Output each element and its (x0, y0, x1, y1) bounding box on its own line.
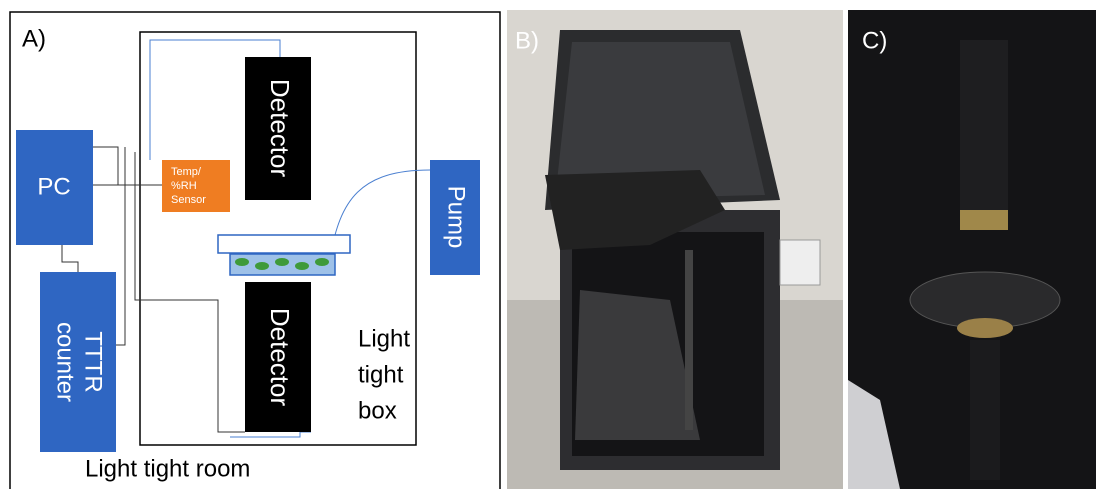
sensor-label: %RH (171, 180, 197, 192)
room-label: Light tight room (85, 455, 250, 482)
detector-label: Detector (265, 308, 295, 407)
panel-label: C) (862, 27, 887, 54)
panel-c-photo: C) (848, 10, 1096, 489)
detector-label: Detector (265, 79, 295, 178)
pump-label: Pump (443, 186, 470, 249)
box-label: box (358, 397, 397, 424)
sensor-label: Sensor (171, 194, 206, 206)
panel-b-photo: B) (507, 10, 843, 489)
panel-label: B) (515, 27, 539, 54)
pc-label: PC (37, 173, 70, 200)
box-label: Light (358, 325, 410, 352)
counter-label: TTTR (80, 331, 107, 392)
panel-a: A) PC TTTR counter Temp/ %RH Sensor Dete… (10, 12, 500, 489)
sensor-label: Temp/ (171, 166, 202, 178)
figure: A) PC TTTR counter Temp/ %RH Sensor Dete… (0, 0, 1096, 489)
counter-label: counter (52, 322, 79, 402)
box-label: tight (358, 361, 404, 388)
panel-label: A) (22, 25, 46, 52)
slide-lid (218, 235, 350, 253)
